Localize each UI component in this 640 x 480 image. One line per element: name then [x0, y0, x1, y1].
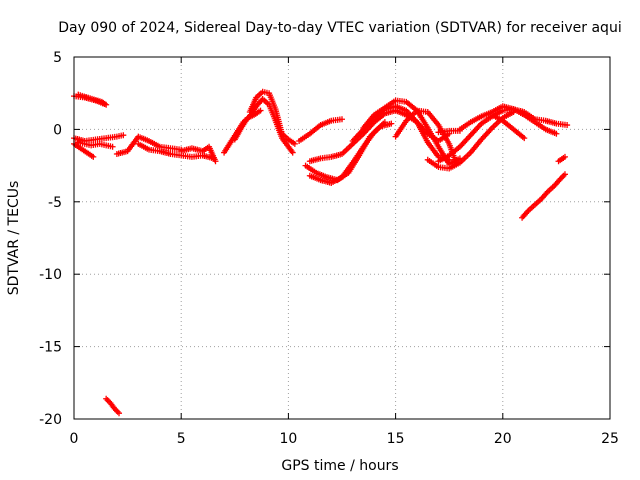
axis-ticks — [73, 56, 611, 420]
data-point — [289, 149, 296, 156]
y-tick-label: -15 — [39, 340, 62, 356]
plot-frame — [73, 56, 611, 420]
data-point — [257, 107, 264, 114]
data-point — [291, 140, 298, 147]
data-point — [120, 132, 127, 139]
data-point — [561, 153, 568, 160]
data-point — [75, 91, 82, 98]
series-arc-12 — [296, 116, 345, 144]
series-arc-23 — [435, 127, 463, 136]
grid-lines — [74, 57, 610, 419]
data-point — [381, 119, 388, 126]
x-tick-label: 25 — [601, 431, 619, 447]
series-arc-5 — [103, 395, 123, 417]
x-axis-label: GPS time / hours — [281, 458, 398, 474]
series-arc-9 — [221, 95, 296, 156]
data-point — [212, 158, 219, 165]
y-tick-label: -10 — [39, 267, 62, 283]
series-arc-11 — [231, 107, 264, 143]
x-tick-labels: 0 5 10 15 20 25 — [70, 431, 619, 447]
data-points — [71, 88, 571, 417]
x-tick-label: 20 — [494, 431, 512, 447]
data-point — [553, 130, 560, 137]
data-point — [560, 172, 567, 179]
data-point — [103, 395, 110, 402]
data-point — [104, 397, 111, 404]
y-tick-label: 5 — [53, 50, 62, 66]
series-arc-10 — [246, 88, 298, 147]
x-tick-label: 10 — [279, 431, 297, 447]
series-arc-8 — [178, 143, 219, 165]
chart-title: Day 090 of 2024, Sidereal Day-to-day VTE… — [58, 20, 621, 36]
y-tick-labels: 5 0 -5 -10 -15 -20 — [39, 50, 62, 428]
data-point — [90, 153, 97, 160]
data-point — [114, 408, 121, 415]
series-arc-25 — [555, 153, 568, 165]
y-tick-label: 0 — [53, 122, 62, 138]
x-tick-label: 0 — [70, 431, 79, 447]
series-arc-7 — [135, 140, 217, 162]
series-arc-4 — [75, 139, 116, 150]
series-arc-22 — [489, 111, 528, 142]
x-tick-label: 15 — [387, 431, 405, 447]
x-tick-label: 5 — [177, 431, 186, 447]
data-point — [339, 116, 345, 123]
series-arc-17 — [360, 97, 463, 168]
y-axis-label: SDTVAR / TECUs — [6, 181, 22, 296]
series-arc-14 — [306, 119, 388, 186]
data-point — [388, 120, 395, 127]
data-point — [116, 410, 123, 417]
series-arc-1 — [71, 91, 110, 108]
y-tick-label: -20 — [39, 412, 62, 428]
series-arc-24 — [519, 171, 568, 221]
data-point — [564, 122, 571, 129]
series-arc-6 — [113, 133, 185, 158]
data-point — [521, 135, 528, 142]
data-point — [456, 127, 463, 134]
data-point — [109, 143, 116, 150]
y-tick-label: -5 — [48, 195, 62, 211]
data-point — [561, 171, 568, 178]
